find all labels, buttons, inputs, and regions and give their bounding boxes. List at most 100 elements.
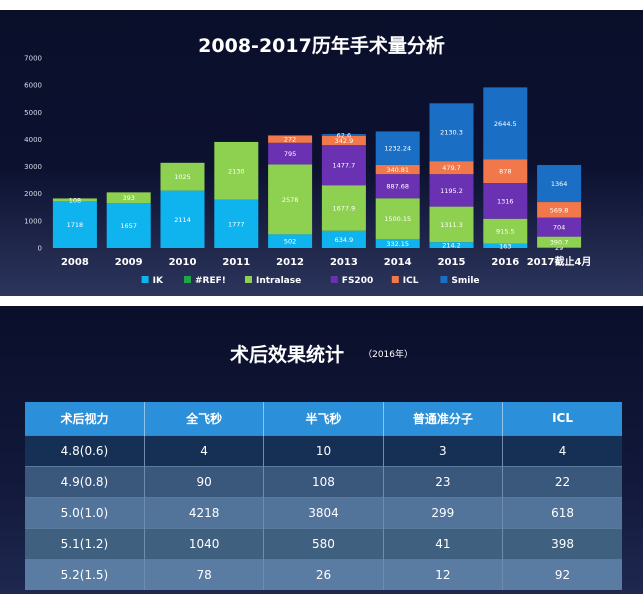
header-femto-lasik: 半飞秒 bbox=[263, 402, 384, 435]
table-cell: 4 bbox=[502, 434, 622, 466]
data-label: 163 bbox=[499, 242, 511, 250]
x-category-label: 2011 bbox=[222, 257, 250, 268]
table-cell: 22 bbox=[502, 465, 622, 497]
data-label: 2644.5 bbox=[494, 120, 517, 128]
bar-segment bbox=[160, 162, 205, 191]
table-cell: 78 bbox=[144, 558, 265, 590]
legend-swatch bbox=[141, 276, 149, 283]
table-cell: 3804 bbox=[263, 496, 384, 528]
legend-swatch bbox=[184, 276, 191, 283]
table-header-row: 术后视力 全飞秒 半飞秒 普通准分子 ICL bbox=[25, 402, 622, 435]
x-category-label: 2010 bbox=[169, 257, 197, 268]
y-tick-label: 3000 bbox=[24, 163, 42, 171]
table-cell: 1040 bbox=[144, 527, 265, 559]
table-cell: 5.2(1.5) bbox=[25, 558, 145, 590]
y-tick-label: 5000 bbox=[24, 109, 42, 117]
table-cell: 5.0(1.0) bbox=[25, 496, 145, 528]
data-label: 2130 bbox=[228, 167, 245, 175]
bar-segment bbox=[537, 165, 582, 203]
x-category-label: 2014 bbox=[384, 257, 412, 268]
bar-segment bbox=[537, 236, 582, 248]
bar-segment bbox=[214, 141, 259, 200]
bar-segment bbox=[375, 174, 420, 199]
bar-segment bbox=[106, 192, 151, 204]
bar-segment bbox=[375, 198, 420, 239]
x-category-label: 2009 bbox=[115, 257, 143, 268]
bar-segment bbox=[375, 164, 420, 175]
y-tick-label: 6000 bbox=[24, 82, 42, 90]
header-smile: 全飞秒 bbox=[144, 402, 265, 435]
table-cell: 4 bbox=[144, 434, 265, 466]
table-cell: 10 bbox=[263, 434, 384, 466]
data-label: 108 bbox=[69, 196, 81, 204]
data-label: 1677.9 bbox=[333, 204, 356, 212]
header-icl: ICL bbox=[502, 402, 622, 435]
bar-segment bbox=[52, 198, 97, 202]
table-cell: 108 bbox=[263, 465, 384, 497]
results-table: 术后视力 全飞秒 半飞秒 普通准分子 ICL 4.8(0.6) 4 10 3 4… bbox=[25, 402, 622, 590]
bar-segment bbox=[268, 234, 313, 248]
data-label: 332.15 bbox=[386, 240, 409, 248]
legend-label: Intralase bbox=[256, 276, 301, 286]
data-label: 2578 bbox=[282, 196, 299, 204]
legend-label: FS200 bbox=[342, 276, 373, 286]
data-label: 29 bbox=[555, 244, 563, 252]
data-label: 342.9 bbox=[335, 137, 354, 145]
bar-segment bbox=[268, 164, 313, 235]
bar-segment bbox=[537, 202, 582, 218]
bar-segment bbox=[375, 238, 420, 248]
x-category-label: 2012 bbox=[276, 257, 304, 268]
bar-segment bbox=[483, 218, 528, 244]
table-cell: 26 bbox=[263, 558, 384, 590]
data-label: 1718 bbox=[67, 221, 84, 229]
bar-segment bbox=[429, 161, 474, 175]
legend-label: IK bbox=[153, 276, 164, 286]
table-cell: 41 bbox=[383, 527, 504, 559]
table-cell: 4.8(0.6) bbox=[25, 434, 145, 466]
bar-segment bbox=[483, 183, 528, 219]
data-label: 272 bbox=[284, 136, 296, 144]
bar-segment bbox=[321, 135, 366, 146]
table-cell: 580 bbox=[263, 527, 384, 559]
data-label: 393 bbox=[122, 194, 134, 202]
data-label: 1500.15 bbox=[384, 215, 411, 223]
data-label: 340.81 bbox=[386, 166, 409, 174]
bar-segment bbox=[429, 174, 474, 207]
data-label: 502 bbox=[284, 238, 296, 246]
data-label: 878 bbox=[499, 168, 511, 176]
bar-segment bbox=[160, 190, 205, 248]
data-label: 915.5 bbox=[496, 228, 515, 236]
table-cell: 92 bbox=[502, 558, 622, 590]
bar-segment bbox=[268, 142, 313, 165]
data-label: 62.6 bbox=[337, 131, 351, 139]
legend-swatch bbox=[330, 276, 338, 283]
bar-segment bbox=[321, 134, 366, 136]
table-cell: 398 bbox=[502, 527, 622, 559]
y-tick-label: 1000 bbox=[24, 217, 42, 225]
table-row: 4.9(0.8) 90 108 23 22 bbox=[25, 465, 622, 497]
legend-swatch bbox=[245, 276, 252, 283]
bar-segment bbox=[483, 87, 528, 160]
x-category-label: 2017截止4月 bbox=[527, 255, 592, 268]
legend-swatch bbox=[391, 276, 399, 283]
x-category-label: 2013 bbox=[330, 257, 358, 268]
table-cell: 5.1(1.2) bbox=[25, 527, 145, 559]
table-cell: 90 bbox=[144, 465, 265, 497]
table-row: 5.1(1.2) 1040 580 41 398 bbox=[25, 527, 622, 559]
legend-label: Smile bbox=[451, 276, 479, 286]
data-label: 390.7 bbox=[550, 238, 569, 246]
data-label: 704 bbox=[553, 224, 565, 232]
x-category-label: 2016 bbox=[491, 257, 519, 268]
data-label: 1477.7 bbox=[333, 162, 356, 170]
bar-segment bbox=[537, 247, 582, 248]
data-label: 214.2 bbox=[442, 242, 461, 250]
table-row: 5.0(1.0) 4218 3804 299 618 bbox=[25, 496, 622, 528]
bar-segment bbox=[321, 145, 366, 186]
data-label: 634.9 bbox=[335, 236, 354, 244]
data-label: 1311.3 bbox=[440, 221, 463, 229]
header-standard-excimer: 普通准分子 bbox=[383, 402, 504, 435]
table-title-block: 术后效果统计 （2016年） bbox=[0, 340, 643, 367]
y-tick-label: 4000 bbox=[24, 136, 42, 144]
bar-segment bbox=[214, 199, 259, 248]
bar-segment bbox=[268, 135, 313, 143]
